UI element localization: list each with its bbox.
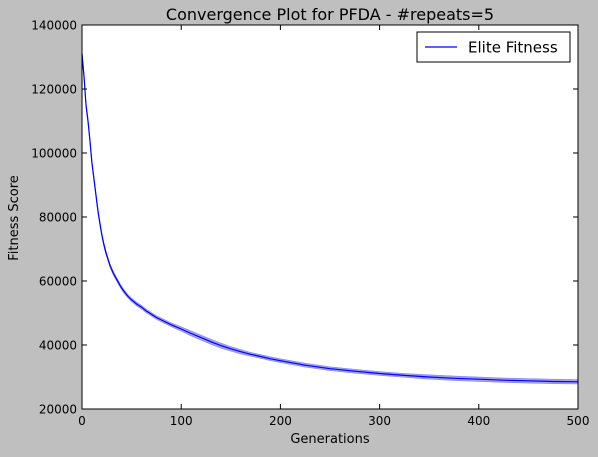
y-tick-label: 60000	[39, 275, 77, 289]
plot-background	[82, 25, 578, 409]
y-tick-label: 120000	[31, 83, 77, 97]
y-tick-label: 80000	[39, 211, 77, 225]
y-tick-label: 140000	[31, 19, 77, 33]
y-tick-label: 20000	[39, 403, 77, 417]
y-tick-label: 100000	[31, 147, 77, 161]
x-tick-label: 400	[467, 414, 490, 428]
axes: 0 100 200 300 400 500 20000 40000 60000 80000 1000…	[31, 19, 589, 429]
series-line-0	[81, 53, 579, 383]
plot-area	[81, 25, 579, 409]
y-axis-label: Fitness Score	[7, 175, 22, 261]
x-tick-label: 0	[78, 414, 86, 428]
x-tick-label: 300	[368, 414, 391, 428]
legend-label: Elite Fitness	[468, 39, 558, 57]
x-tick-label: 100	[170, 414, 193, 428]
y-tick-label: 40000	[39, 339, 77, 353]
chart-title: Convergence Plot for PFDA - #repeats=5	[166, 5, 494, 24]
legend: Elite Fitness	[416, 31, 571, 63]
x-tick-label: 500	[567, 414, 590, 428]
x-axis-label: Generations	[290, 432, 370, 447]
x-tick-label: 200	[269, 414, 292, 428]
